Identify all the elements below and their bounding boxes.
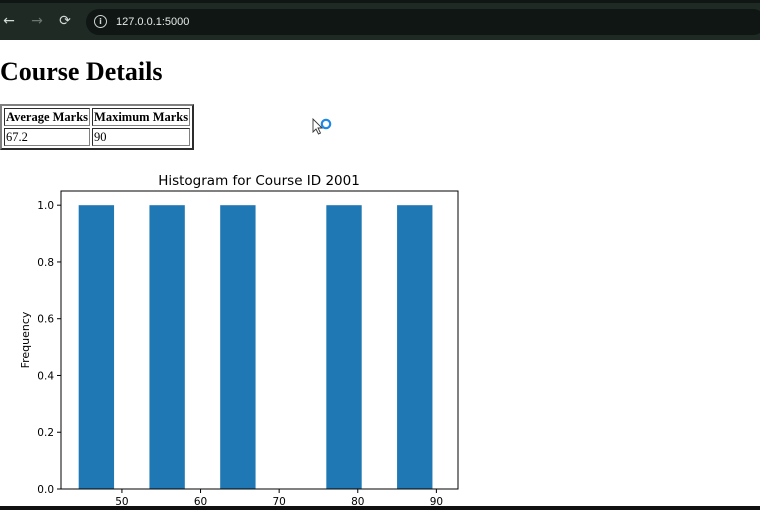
- header-average-marks: Average Marks: [4, 108, 91, 126]
- histogram-chart: Histogram for Course ID 2001 50 60 70 80 90 …: [19, 173, 459, 506]
- histogram-bar-2: [220, 205, 256, 489]
- site-info-icon[interactable]: i: [94, 15, 107, 28]
- table-row: 67.2 90: [4, 128, 191, 146]
- window-bottom-edge: [0, 506, 760, 510]
- y-tick-label: 0.6: [37, 314, 54, 326]
- average-marks-value: 67.2: [4, 128, 91, 146]
- y-axis-label: Frequency: [19, 311, 32, 368]
- reload-icon[interactable]: ⟳: [59, 13, 71, 29]
- address-bar[interactable]: i 127.0.0.1:5000: [86, 9, 760, 35]
- x-tick-label: 80: [351, 496, 364, 506]
- histogram-bar-4: [326, 205, 362, 489]
- plot-area: [60, 190, 459, 490]
- table-header-row: Average Marks Maximum Marks: [4, 108, 191, 126]
- x-tick-label: 50: [115, 496, 128, 506]
- loading-cursor-icon: [312, 118, 332, 135]
- x-tick-label: 60: [194, 496, 207, 506]
- back-arrow-icon[interactable]: ←: [3, 13, 15, 29]
- histogram-bar-1: [149, 205, 185, 489]
- chart-title: Histogram for Course ID 2001: [158, 173, 360, 189]
- histogram-bar-0: [78, 205, 115, 489]
- url-text[interactable]: 127.0.0.1:5000: [116, 16, 190, 28]
- header-maximum-marks: Maximum Marks: [92, 108, 191, 126]
- maximum-marks-value: 90: [92, 128, 191, 146]
- y-tick-label: 0.0: [37, 484, 54, 496]
- histogram-bar-5: [397, 205, 433, 489]
- course-stats-table: Average Marks Maximum Marks 67.2 90: [0, 104, 195, 150]
- y-tick-label: 0.2: [37, 427, 54, 439]
- page-title: Course Details: [0, 57, 163, 86]
- x-tick-label: 90: [430, 496, 443, 506]
- y-tick-label: 0.8: [37, 257, 54, 269]
- forward-arrow-icon[interactable]: →: [31, 13, 43, 29]
- x-tick-label: 70: [272, 496, 285, 506]
- y-tick-label: 0.4: [37, 370, 54, 382]
- browser-toolbar: ← → ⟳ i 127.0.0.1:5000: [0, 0, 760, 40]
- y-tick-label: 1.0: [37, 200, 54, 212]
